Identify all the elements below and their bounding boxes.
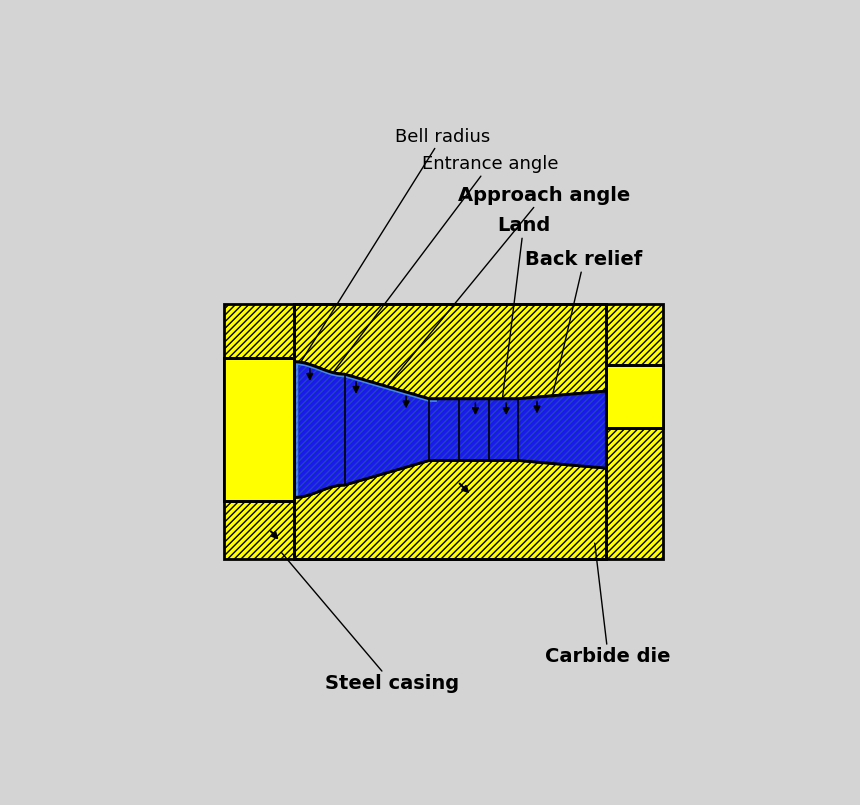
Bar <box>224 304 662 559</box>
Text: Entrance angle: Entrance angle <box>333 155 558 373</box>
Text: Land: Land <box>497 217 550 398</box>
Bar <box>606 365 662 427</box>
Text: Steel casing: Steel casing <box>281 552 459 693</box>
Bar <box>294 304 606 559</box>
Bar <box>224 358 294 501</box>
Polygon shape <box>294 362 437 402</box>
Polygon shape <box>298 362 606 497</box>
Bar <box>224 304 662 559</box>
Text: Back relief: Back relief <box>525 250 642 396</box>
Bar <box>294 304 606 559</box>
Text: Approach angle: Approach angle <box>387 186 630 386</box>
Polygon shape <box>294 362 606 497</box>
Text: Carbide die: Carbide die <box>545 543 671 666</box>
Text: Bell radius: Bell radius <box>301 128 490 362</box>
